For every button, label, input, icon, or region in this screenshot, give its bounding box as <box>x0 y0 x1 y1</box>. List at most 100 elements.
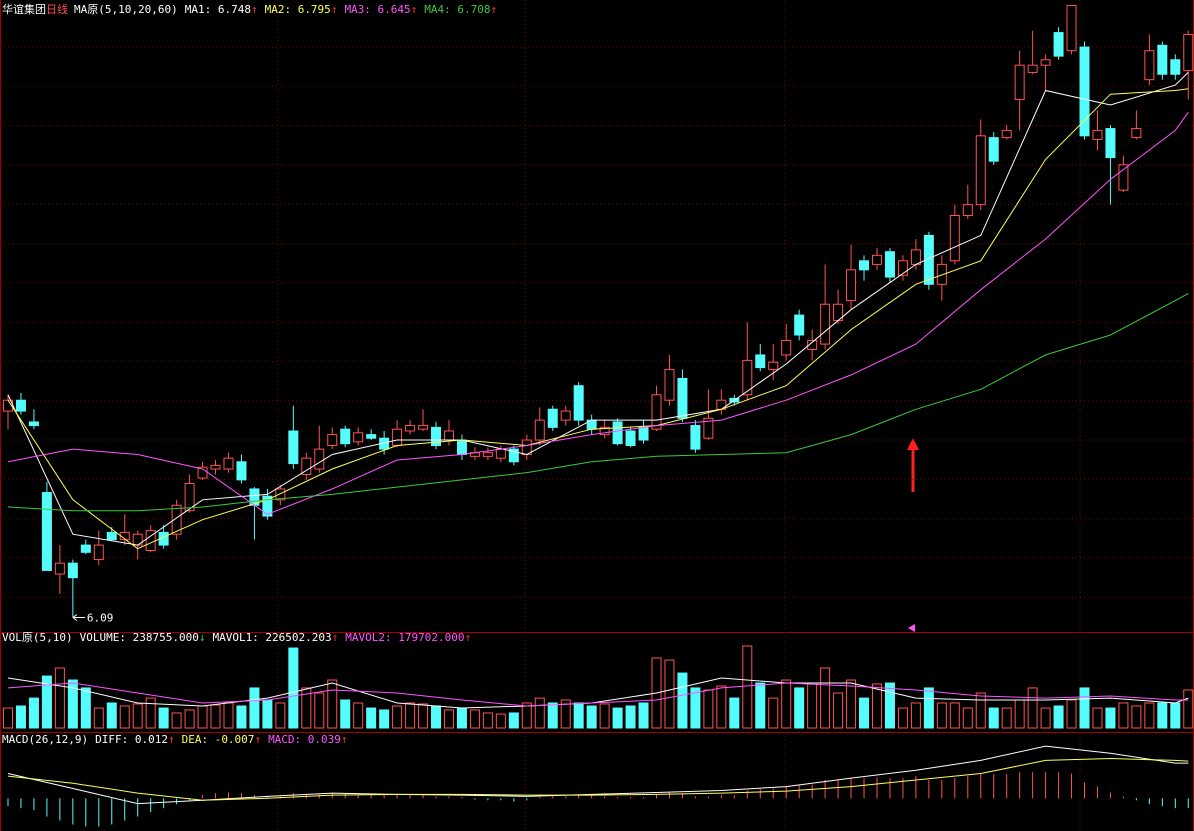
candle-body <box>1014 64 1025 101</box>
candle-body <box>1040 59 1051 66</box>
volume-bar <box>781 679 792 729</box>
candle-body <box>366 434 377 439</box>
header-item: MACD(26,12,9) <box>2 733 88 746</box>
header-item: MA原(5,10,20,60) <box>74 3 178 16</box>
volume-bar <box>145 697 156 729</box>
annotation-arrow <box>72 614 85 621</box>
candle-body <box>599 426 610 436</box>
candle-body <box>1183 33 1194 72</box>
volume-bar <box>197 705 208 729</box>
volume-bar <box>846 679 857 729</box>
header-item: ↑ <box>254 733 261 746</box>
volume-bar <box>677 672 688 729</box>
indicator-line <box>7 72 1189 546</box>
indicator-line <box>7 88 1189 550</box>
candle-body <box>949 214 960 262</box>
volume-bar <box>119 705 130 729</box>
volume-bar <box>988 707 999 729</box>
volume-bar <box>469 709 480 729</box>
header-item: ↑ <box>331 3 338 16</box>
candle-body <box>664 368 675 401</box>
candle-body <box>184 483 195 512</box>
candle-body <box>768 361 779 370</box>
candle-body <box>210 464 221 470</box>
candle-body <box>820 303 831 345</box>
header-item: MAVOL1: 226502.203 <box>212 631 331 644</box>
header-item: ↑ <box>332 631 339 644</box>
volume-bar <box>314 692 325 729</box>
volume-bar <box>638 702 649 729</box>
candle-body <box>41 492 52 571</box>
volume-bar <box>132 703 143 729</box>
candle-body <box>625 430 636 446</box>
candle-body <box>884 251 895 278</box>
indicator-line <box>7 682 1189 707</box>
volume-bar <box>910 702 921 729</box>
volume-bar <box>405 702 416 729</box>
panel-header: MACD(26,12,9) DIFF: 0.012↑ DEA: -0.007↑ MAC… <box>2 733 348 746</box>
volume-bar <box>158 707 169 729</box>
candle-body <box>846 269 857 302</box>
volume-bar <box>41 675 52 729</box>
volume-bar <box>67 679 78 729</box>
volume-bar <box>755 682 766 729</box>
volume-bar <box>1040 707 1051 729</box>
cursor-marker <box>908 624 915 632</box>
volume-bar <box>210 704 221 729</box>
volume-bar <box>923 687 934 729</box>
volume-bar <box>1144 702 1155 729</box>
indicator-line <box>7 112 1189 515</box>
volume-bar <box>366 707 377 729</box>
candle-body <box>560 410 571 421</box>
volume-bar <box>949 702 960 729</box>
candle-body <box>15 399 26 412</box>
candle-body <box>1157 44 1168 75</box>
candle-body <box>106 531 117 541</box>
candle-body <box>301 457 312 475</box>
volume-bar <box>1118 702 1129 729</box>
volume-bar <box>1066 699 1077 729</box>
candle-body <box>936 263 947 285</box>
header-item: DIFF: 0.012 <box>95 733 168 746</box>
candle-body <box>236 461 247 481</box>
header-item: MA3: 6.645 <box>344 3 410 16</box>
volume-bar <box>443 709 454 729</box>
header-item: ↑ <box>465 631 472 644</box>
volume-bar <box>729 697 740 729</box>
volume-bar <box>859 697 870 729</box>
candle-body <box>1131 128 1142 139</box>
volume-bar <box>547 702 558 729</box>
volume-bar <box>80 687 91 729</box>
header-item: MA1: 6.748 <box>185 3 251 16</box>
volume-bar <box>15 705 26 729</box>
candle-body <box>314 448 325 470</box>
candle-body <box>288 430 299 465</box>
candle-body <box>340 428 351 445</box>
volume-bar <box>340 699 351 729</box>
candle-body <box>690 425 701 450</box>
candle-body <box>1027 64 1038 73</box>
volume-bar <box>456 707 467 729</box>
candle-body <box>67 562 78 579</box>
header-item: ↑ <box>251 3 258 16</box>
volume-bar <box>431 705 442 729</box>
candle-body <box>54 562 65 575</box>
volume-bar <box>884 682 895 729</box>
candle-body <box>1105 128 1116 159</box>
volume-bar <box>1001 707 1012 729</box>
candle-body <box>975 135 986 206</box>
candle-body <box>534 419 545 441</box>
volume-bar <box>418 703 429 729</box>
volume-bar <box>508 712 519 729</box>
volume-bar <box>223 702 234 729</box>
panel-header: 华谊集团日线 MA原(5,10,20,60) MA1: 6.748↑ MA2: 6.7… <box>2 2 497 16</box>
header-item: ↓ <box>199 631 206 644</box>
candle-body <box>871 254 882 265</box>
candle-body <box>482 452 493 457</box>
volume-bar <box>612 707 623 729</box>
candle-body <box>223 457 234 470</box>
candle-body <box>807 339 818 351</box>
volume-bar <box>275 702 286 729</box>
header-item: ↑ <box>491 3 498 16</box>
volume-bar <box>236 705 247 729</box>
